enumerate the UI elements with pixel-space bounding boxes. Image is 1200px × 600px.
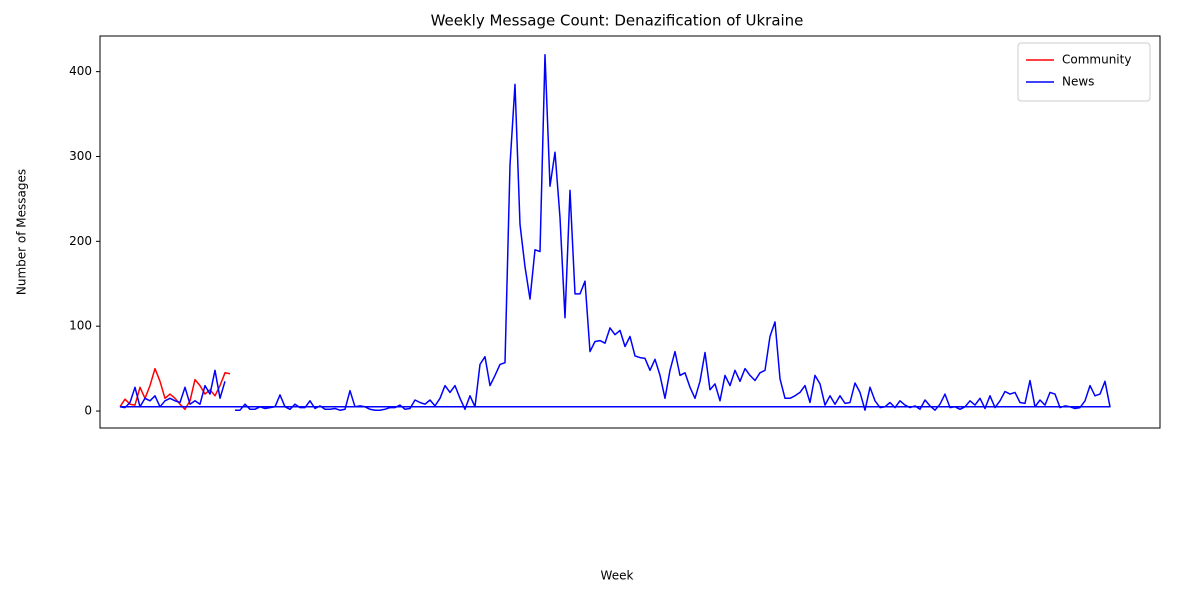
y-tick-label: 400 (69, 64, 92, 78)
legend-label: News (1062, 75, 1094, 89)
legend-box (1017, 42, 1151, 102)
legend-label: Community (1062, 53, 1131, 67)
data-line (119, 367, 231, 411)
plot-frame (99, 35, 1161, 429)
y-tick-label: 0 (84, 404, 92, 418)
y-axis-label: Number of Messages (15, 169, 29, 295)
data-line (119, 53, 1111, 411)
y-tick-label: 100 (69, 319, 92, 333)
x-axis-label: Week (601, 569, 634, 583)
y-tick-label: 300 (69, 149, 92, 163)
chart-title: Weekly Message Count: Denazification of … (431, 12, 804, 30)
y-tick-label: 200 (69, 234, 92, 248)
